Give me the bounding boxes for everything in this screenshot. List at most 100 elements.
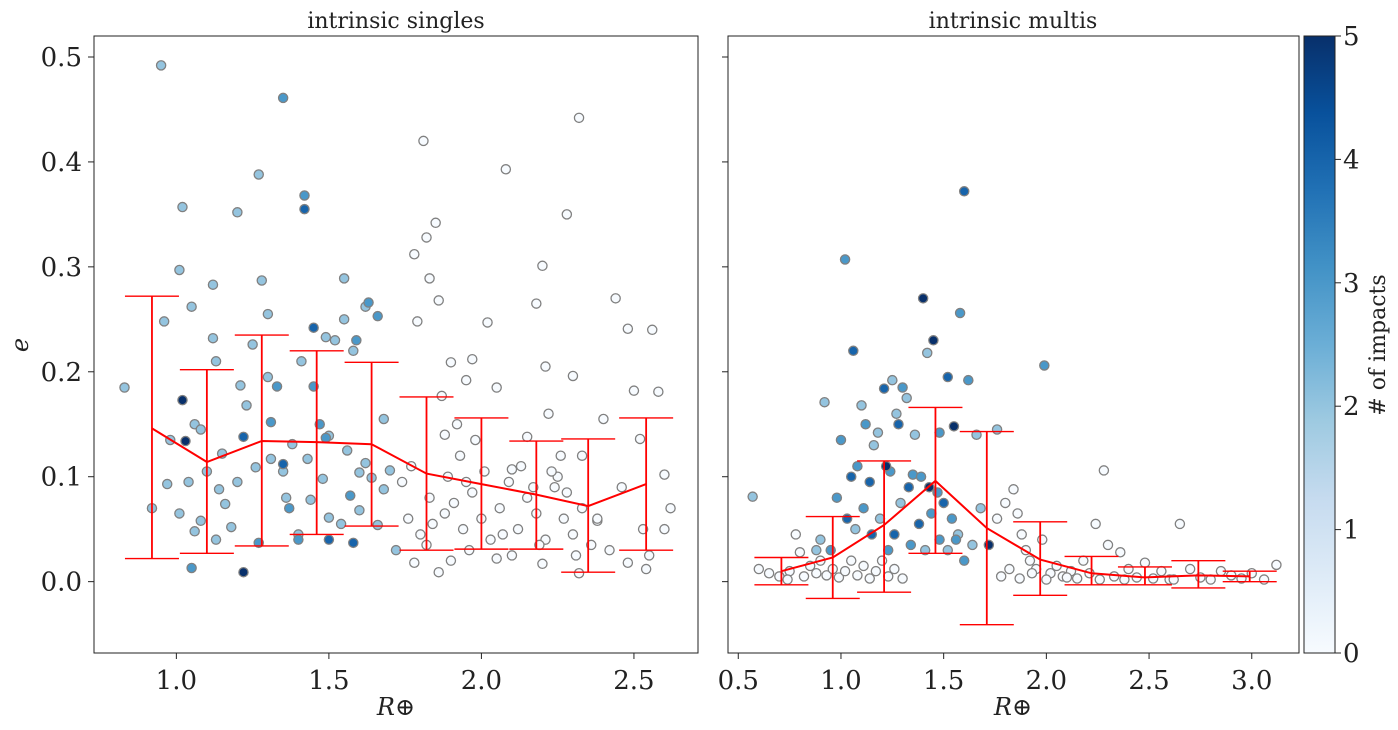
data-point [195,515,207,527]
data-point [177,201,188,213]
data-point [835,434,847,446]
data-point [186,301,197,312]
data-point [567,370,579,382]
data-point [794,547,806,558]
data-point [963,374,974,386]
data-point [457,523,469,535]
data-point [1102,539,1114,551]
x-tick-label-singles: 1.0 [156,666,197,696]
data-point [622,323,634,335]
data-point [180,435,191,447]
data-point [913,518,925,530]
data-point [1139,557,1151,569]
data-point [872,427,884,438]
data-point [515,460,527,472]
data-point [570,550,582,561]
data-point [1061,572,1073,583]
data-point [177,394,188,406]
data-point [1147,573,1159,584]
data-point [975,502,986,514]
data-point [323,534,335,545]
data-point [549,481,560,493]
data-point [543,408,554,420]
data-point [567,529,579,540]
data-point [954,307,966,319]
data-point [825,544,836,556]
data-point [491,553,502,564]
data-point [467,487,478,498]
data-point [1108,571,1120,582]
data-point [555,450,566,461]
data-point [174,264,185,276]
data-point [390,544,402,556]
data-point [189,526,200,537]
data-point [262,308,274,320]
data-point [183,476,194,488]
x-tick-label-singles: 2.5 [613,666,654,696]
data-point [845,555,857,566]
data-point [628,385,640,396]
data-point [354,505,365,516]
data-point [604,544,615,556]
data-point [1271,559,1282,571]
data-point [858,502,869,514]
data-point [537,260,548,272]
data-point [363,297,374,308]
colorbar-tick-label: 2 [1343,392,1360,422]
data-point [1174,518,1186,530]
data-point [821,570,832,581]
data-point [158,316,170,327]
x-axis-label-singles: R⊕ [376,693,415,721]
data-point [858,560,869,572]
data-point [1123,563,1134,575]
data-point [439,429,451,440]
data-point [893,418,904,430]
data-point [320,331,332,343]
data-point [573,568,585,579]
data-point [948,421,960,432]
data-point [1004,563,1015,575]
plot-area-singles [93,35,699,654]
data-point [616,481,627,493]
data-point [491,382,502,393]
data-point [763,568,775,579]
data-point [329,335,341,346]
data-point [643,550,655,561]
data-point [747,491,758,502]
colorbar-tick-label: 0 [1343,639,1360,669]
data-point [659,469,670,480]
data-point [482,317,493,328]
data-point [598,413,609,425]
data-point [402,513,414,524]
data-point [430,217,441,229]
data-point [409,249,420,260]
x-tick-label-singles: 1.5 [308,666,349,696]
data-point [646,324,658,336]
data-point [256,275,268,286]
data-point [845,471,857,482]
data-point [238,566,249,578]
data-point [895,497,906,509]
data-point [302,453,313,465]
data-point [967,539,978,551]
data-point [1094,574,1106,585]
data-point [451,418,463,430]
colorbar-tick-label: 3 [1343,269,1360,299]
data-point [798,571,810,582]
data-point [445,555,457,566]
data-point [378,484,390,495]
data-point [1016,529,1027,540]
data-point [880,460,892,472]
data-point [497,529,509,540]
data-point [995,571,1007,582]
data-point [219,498,231,510]
data-point [841,513,853,524]
data-point [409,557,420,569]
data-point [253,169,264,180]
data-point [833,572,845,583]
data-point [195,424,207,435]
data-point [521,431,533,443]
data-point [265,416,277,428]
data-point [506,464,518,475]
